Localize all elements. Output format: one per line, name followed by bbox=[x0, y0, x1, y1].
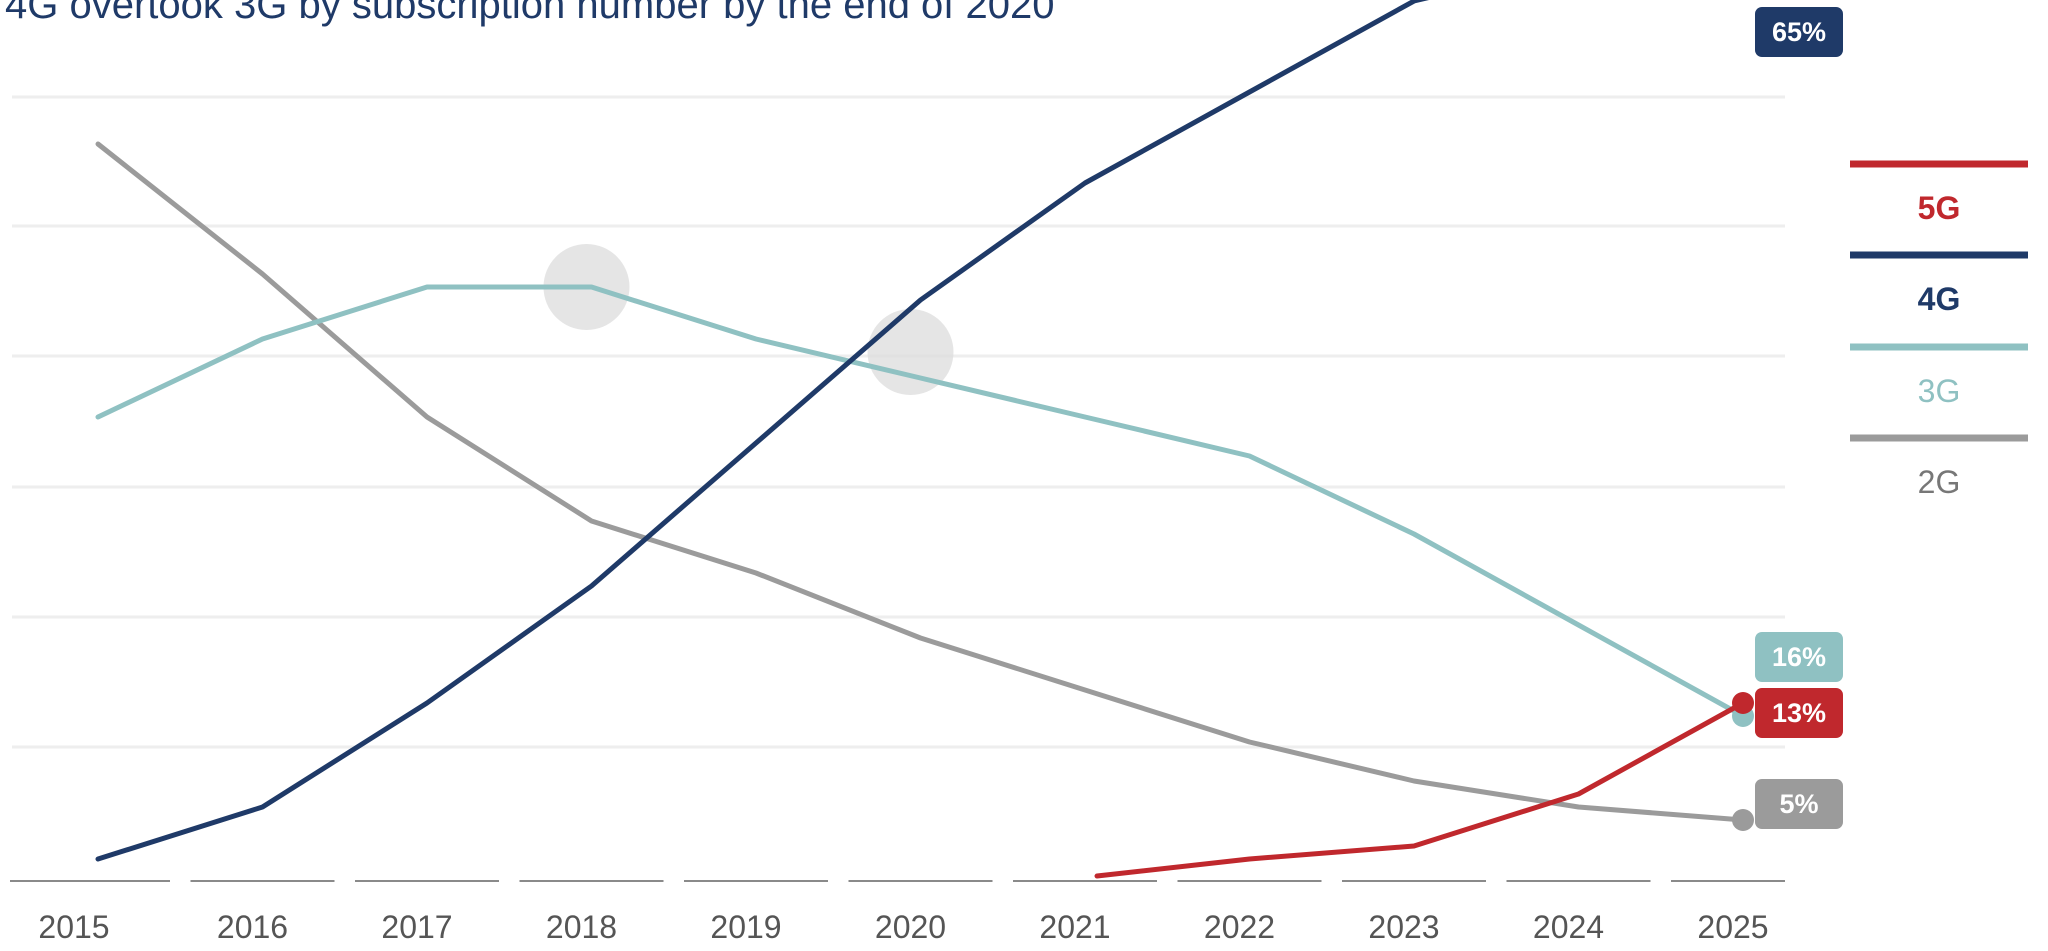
chart-title: 4G overtook 3G by subscription number by… bbox=[5, 0, 1055, 27]
series-line-2g bbox=[95, 141, 1746, 823]
end-label-5g: 13% bbox=[1755, 688, 1843, 738]
series-line-4g bbox=[95, 0, 1430, 862]
x-tick-label: 2017 bbox=[381, 909, 452, 945]
x-tick-label: 2019 bbox=[710, 909, 781, 945]
series-line-3g bbox=[95, 284, 1746, 719]
series-endpoint-5g bbox=[1732, 692, 1754, 714]
end-label-badge bbox=[1755, 7, 1843, 57]
end-label-2g: 5% bbox=[1755, 779, 1843, 829]
end-label-badge bbox=[1755, 688, 1843, 738]
x-tick-label: 2022 bbox=[1204, 909, 1275, 945]
x-tick-label: 2020 bbox=[875, 909, 946, 945]
x-tick-label: 2016 bbox=[217, 909, 288, 945]
end-label-text: 16% bbox=[1772, 642, 1826, 672]
series-line-5g bbox=[1094, 700, 1746, 879]
x-tick-label: 2023 bbox=[1368, 909, 1439, 945]
end-label-text: 65% bbox=[1772, 17, 1826, 47]
x-tick-label: 2024 bbox=[1533, 909, 1604, 945]
legend-label-3g: 3G bbox=[1918, 373, 1961, 409]
end-label-3g: 16% bbox=[1755, 632, 1843, 682]
x-tick-label: 2021 bbox=[1039, 909, 1110, 945]
legend-label-4g: 4G bbox=[1918, 281, 1961, 317]
end-label-4g: 65% bbox=[1755, 7, 1843, 57]
x-tick-label: 2015 bbox=[38, 909, 109, 945]
end-label-layer: 13% 65% 16% 5% bbox=[1755, 7, 1843, 829]
grid-layer bbox=[12, 95, 1785, 749]
legend-label-2g: 2G bbox=[1918, 464, 1961, 500]
x-axis: 2015 2016 2017 2018 2019 2020 2021 2022 2023 2024… bbox=[10, 880, 1785, 945]
end-label-text: 13% bbox=[1772, 698, 1826, 728]
series-endpoint-2g bbox=[1732, 809, 1754, 831]
x-tick-label: 2018 bbox=[546, 909, 617, 945]
end-label-badge bbox=[1755, 779, 1843, 829]
end-label-text: 5% bbox=[1779, 789, 1818, 819]
legend: 5G 4G 3G 2G bbox=[1850, 160, 2028, 500]
x-tick-label: 2025 bbox=[1697, 909, 1768, 945]
end-label-badge bbox=[1755, 632, 1843, 682]
legend-label-5g: 5G bbox=[1918, 190, 1961, 226]
series-layer bbox=[95, 0, 1754, 879]
